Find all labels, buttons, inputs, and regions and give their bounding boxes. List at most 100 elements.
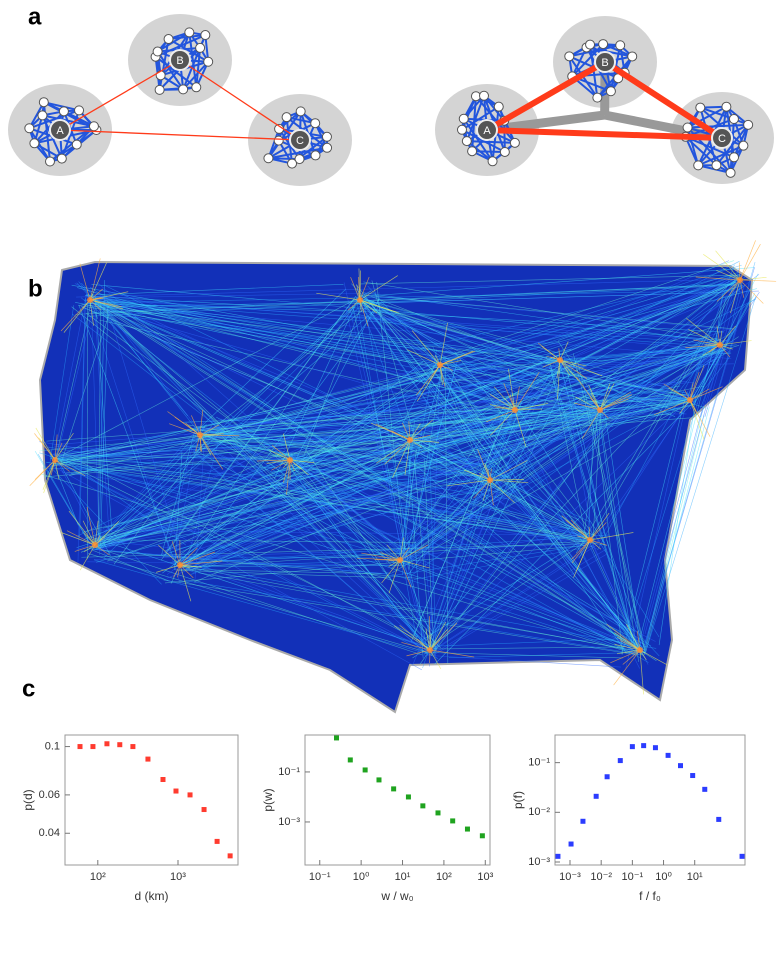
point	[104, 741, 109, 746]
x-axis-label: f / f₀	[639, 889, 661, 903]
point	[391, 786, 396, 791]
x-tick-label: 10²	[90, 871, 106, 883]
node	[459, 114, 468, 123]
x-tick-label: 10²	[436, 871, 452, 883]
node	[282, 113, 291, 122]
x-axis-label: w / w₀	[380, 889, 413, 903]
point	[690, 773, 695, 778]
hotspot	[407, 437, 413, 443]
node	[616, 41, 625, 50]
point	[334, 735, 339, 740]
point	[678, 763, 683, 768]
hotspot	[92, 542, 98, 548]
node	[75, 106, 84, 115]
node	[264, 154, 273, 163]
point	[480, 833, 485, 838]
diagram: ABC	[8, 14, 352, 186]
y-tick-label: 10⁻²	[528, 806, 550, 818]
hotspot	[512, 407, 518, 413]
node	[156, 71, 165, 80]
diagram: ABC	[435, 16, 774, 184]
x-axis-label: d (km)	[135, 889, 169, 903]
figure: a b c ABCABC10²10³0.040.060.1d (km)p(d)1…	[0, 0, 782, 954]
hub-label: A	[56, 125, 64, 137]
hotspot	[397, 557, 403, 563]
point	[702, 787, 707, 792]
node	[323, 143, 332, 152]
local-flow	[740, 240, 756, 280]
point	[145, 757, 150, 762]
node	[57, 154, 66, 163]
panel-label: c	[22, 675, 35, 702]
point	[450, 818, 455, 823]
point	[376, 777, 381, 782]
node	[30, 139, 39, 148]
chart: 10²10³0.040.060.1d (km)p(d)	[21, 735, 238, 903]
y-tick-label: 10⁻¹	[278, 766, 300, 778]
y-tick-label: 10⁻³	[278, 816, 300, 828]
hotspot	[587, 537, 593, 543]
point	[406, 794, 411, 799]
point	[215, 839, 220, 844]
node	[153, 47, 162, 56]
node	[722, 102, 731, 111]
hub-label: C	[296, 135, 304, 147]
hotspot	[637, 647, 643, 653]
node	[606, 87, 615, 96]
node	[311, 119, 320, 128]
x-tick-label: 10³	[477, 871, 493, 883]
y-tick-label: 0.04	[39, 827, 60, 839]
node	[628, 52, 637, 61]
node	[196, 43, 205, 52]
x-tick-label: 10⁻¹	[309, 871, 331, 883]
point	[78, 744, 83, 749]
point	[594, 794, 599, 799]
hotspot	[737, 277, 743, 283]
node	[39, 98, 48, 107]
hotspot	[87, 297, 93, 303]
hotspot	[597, 407, 603, 413]
point	[653, 745, 658, 750]
point	[641, 743, 646, 748]
hotspot	[52, 457, 58, 463]
point	[569, 842, 574, 847]
point	[202, 807, 207, 812]
node	[311, 151, 320, 160]
x-tick-label: 10¹	[687, 871, 703, 883]
node	[38, 111, 47, 120]
node	[155, 85, 164, 94]
y-axis-label: p(d)	[21, 789, 35, 810]
point	[228, 853, 233, 858]
node	[586, 40, 595, 49]
node	[322, 132, 331, 141]
hotspot	[197, 432, 203, 438]
node	[593, 93, 602, 102]
y-tick-label: 10⁻³	[528, 856, 550, 868]
hub-label: A	[483, 125, 491, 137]
hub-label: B	[601, 57, 608, 69]
hotspot	[717, 342, 723, 348]
chart: 10⁻³10⁻²10⁻¹10⁰10¹10⁻¹10⁻²10⁻³f / f₀p(f)	[511, 735, 745, 903]
x-tick-label: 10³	[170, 871, 186, 883]
hotspot	[287, 457, 293, 463]
point	[465, 827, 470, 832]
x-tick-label: 10¹	[395, 871, 411, 883]
node	[72, 140, 81, 149]
point	[618, 758, 623, 763]
node	[179, 85, 188, 94]
hotspot	[557, 357, 563, 363]
node	[204, 57, 213, 66]
node	[565, 52, 574, 61]
y-tick-label: 0.06	[39, 789, 60, 801]
node	[694, 161, 703, 170]
hotspot	[427, 647, 433, 653]
x-tick-label: 10⁰	[353, 871, 370, 883]
point	[555, 854, 560, 859]
node	[712, 161, 721, 170]
node	[185, 28, 194, 37]
node	[288, 159, 297, 168]
point	[188, 792, 193, 797]
point	[160, 777, 165, 782]
point	[348, 757, 353, 762]
node	[89, 122, 98, 131]
